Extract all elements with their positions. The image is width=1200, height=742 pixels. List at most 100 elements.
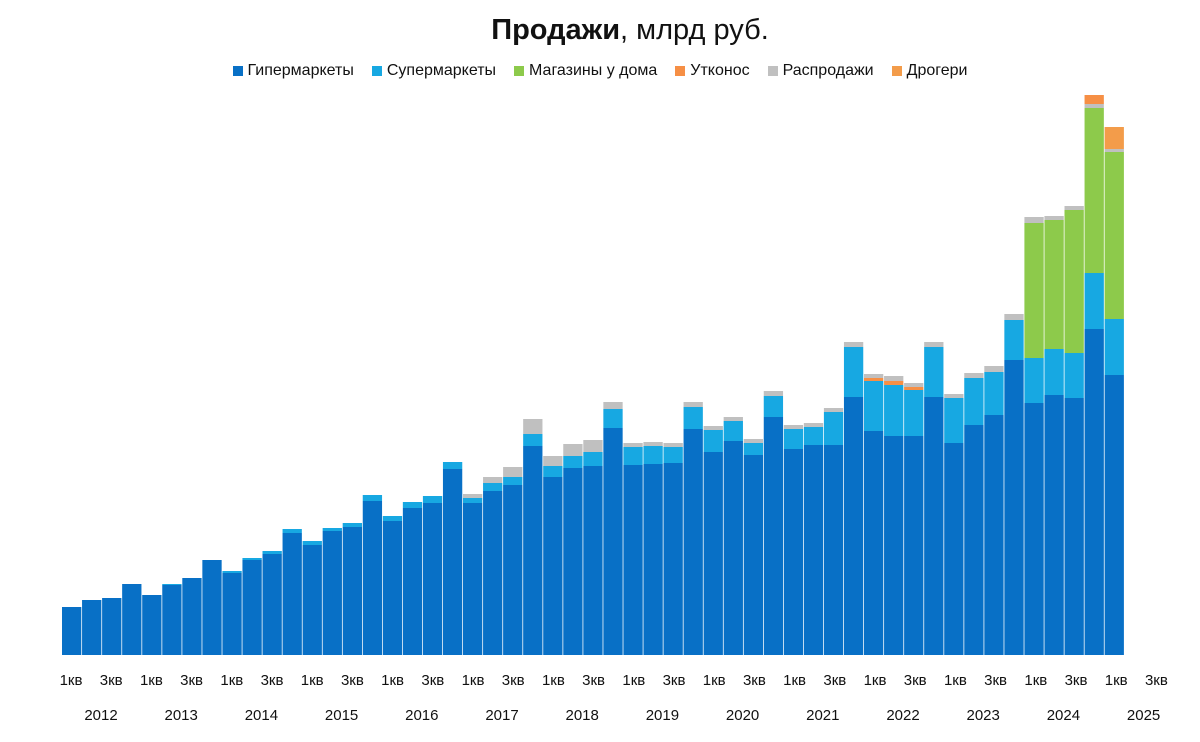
bar-segment [1104,375,1124,655]
bar-segment [463,494,483,498]
x-tick-label: 1кв [783,672,806,689]
bar-segment [703,426,723,430]
bar-segment [623,443,643,447]
x-tick-label: 3кв [261,672,284,689]
bar-segment [162,585,182,655]
x-year-label: 2012 [84,707,117,724]
bar-segment [843,347,864,397]
bar-segment [302,541,322,545]
bar-segment [964,378,984,425]
bar-segment [763,396,784,417]
bar-segment [1044,220,1064,349]
x-year-label: 2019 [646,707,679,724]
x-tick-label: 1кв [60,672,83,689]
x-year-label: 2021 [806,707,839,724]
bar-segment [843,342,864,347]
bar-segment [182,578,202,655]
bar-segment [823,412,844,445]
bar-segment [823,445,844,655]
bar-segment [884,381,904,385]
legend-item: Распродажи [767,62,874,80]
bar-segment [904,383,924,387]
x-tick-label: 3кв [502,672,525,689]
x-year-label: 2025 [1127,707,1160,724]
bar-segment [683,429,703,655]
bar-segment [503,467,523,477]
bar-segment [803,423,824,427]
bar-segment [402,502,423,508]
bar-segment [483,491,503,655]
bar-segment [543,466,563,477]
bar-segment [463,498,483,503]
bar-segment [663,443,683,447]
bar-segment [944,394,964,398]
bar-segment [342,527,362,655]
bar-segment [282,533,302,655]
bar-segment [62,607,82,655]
legend-item: Магазины у дома [514,62,657,80]
bar-segment [864,431,884,655]
legend-item: Дрогери [891,62,968,80]
bar-segment [984,415,1004,655]
bar-segment [944,398,964,443]
bar-segment [1064,206,1084,210]
bar-segment [422,496,443,503]
bar-segment [703,430,723,452]
bar-segment [864,378,884,381]
bar-segment [1024,217,1044,223]
bar-segment [1024,403,1044,655]
bar-segment [563,456,583,468]
x-tick-label: 3кв [1065,672,1088,689]
bar-segment [1084,273,1104,329]
x-tick-label: 1кв [542,672,565,689]
x-tick-label: 1кв [864,672,887,689]
bar-segment [503,485,523,655]
bar-segment [282,529,302,533]
bar-segment [763,417,784,655]
bar-segment [864,381,884,431]
bar-segment [904,387,924,390]
bar-segment [302,545,322,655]
bar-segment [743,443,763,455]
bar-segment [944,443,964,655]
bar-segment [603,428,623,655]
bar-segment [904,436,924,655]
bar-segment [1064,210,1084,353]
bar-segment [1064,398,1084,655]
bar-segment [583,440,603,452]
bar-segment [723,441,743,655]
bar-segment [262,554,282,655]
x-year-label: 2015 [325,707,358,724]
legend-label: Дрогери [906,62,968,79]
bar-segment [523,446,543,655]
bar-segment [402,508,423,655]
bar-segment [422,503,443,655]
x-tick-label: 1кв [944,672,967,689]
bar-segment [1104,319,1124,375]
x-tick-label: 1кв [1024,672,1047,689]
bar-segment [1004,314,1024,320]
bar-segment [603,409,623,428]
bar-segment [1104,149,1124,152]
bar-segment [1104,152,1124,319]
x-tick-label: 1кв [703,672,726,689]
bar-segment [823,408,844,412]
bar-segment [503,477,523,485]
bar-segment [362,501,383,655]
bar-segment [563,468,583,655]
x-tick-label: 3кв [100,672,123,689]
legend-item: Супермаркеты [371,62,496,80]
bar-segment [1044,216,1064,220]
legend-swatch [371,66,382,76]
legend-label: Распродажи [782,62,874,79]
bar-segment [523,419,543,434]
bar-segment [683,402,703,407]
x-year-label: 2023 [967,707,1000,724]
bar-segment [643,442,663,446]
bar-segment [583,452,603,466]
legend-label: Утконос [690,62,750,79]
x-year-label: 2014 [245,707,278,724]
bar-segment [864,374,884,378]
x-year-label: 2013 [165,707,198,724]
x-tick-label: 3кв [421,672,444,689]
